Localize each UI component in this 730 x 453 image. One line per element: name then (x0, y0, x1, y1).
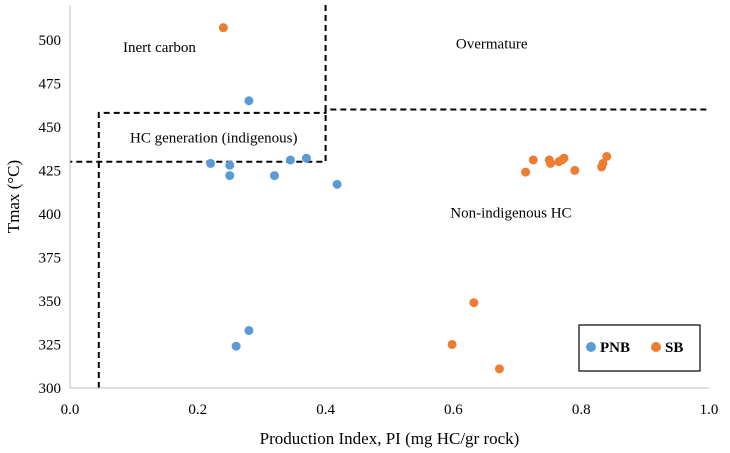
sb-point (602, 151, 612, 161)
pnb-point (225, 160, 235, 170)
sb-point (546, 158, 556, 168)
pnb-point (332, 179, 342, 189)
y-tick-label: 375 (39, 250, 62, 266)
legend-label-pnb: PNB (600, 340, 630, 356)
sb-point (494, 364, 504, 374)
sb-point (521, 167, 531, 177)
x-tick-label: 0.6 (444, 402, 463, 418)
sb-point (570, 165, 580, 175)
x-tick-label: 0.2 (188, 402, 207, 418)
pnb-point (269, 171, 279, 181)
sb-point (469, 298, 479, 308)
y-tick-label: 425 (39, 163, 62, 179)
y-axis-title: Tmax (°C) (4, 160, 23, 233)
y-tick-label: 325 (39, 337, 62, 353)
y-tick-label: 475 (39, 76, 62, 92)
sb-point (559, 153, 569, 163)
y-tick-label: 400 (39, 207, 62, 223)
region-label: Inert carbon (123, 40, 196, 56)
pnb-point (285, 155, 295, 165)
legend-label-sb: SB (665, 340, 683, 356)
data-points (206, 23, 612, 374)
region-label: Overmature (456, 37, 528, 53)
pnb-point (231, 341, 241, 351)
pnb-point (301, 153, 311, 163)
legend-box (578, 324, 701, 372)
pnb-point (244, 96, 254, 106)
pnb-point (206, 158, 216, 168)
y-tick-label: 500 (39, 33, 62, 49)
inert-carbon-boundary (70, 5, 327, 163)
region-labels: Inert carbon Overmature HC generation (ind… (123, 37, 572, 222)
x-axis-title: Production Index, PI (mg HC/gr rock) (260, 429, 520, 448)
sb-point (528, 155, 538, 165)
legend: PNB SB (578, 324, 701, 372)
axes: 0.0 0.2 0.4 0.6 0.8 1.0 300 325 350 375 400 425 450 4… (39, 5, 719, 418)
sb-point (598, 158, 608, 168)
sb-point (447, 339, 457, 349)
region-boundaries (70, 5, 709, 388)
pnb-point (225, 171, 235, 181)
legend-marker-pnb (586, 342, 596, 352)
y-tick-label: 300 (39, 381, 62, 397)
pnb-point (244, 326, 254, 336)
y-tick-label: 350 (39, 294, 62, 310)
x-tick-label: 0.8 (572, 402, 591, 418)
y-tick-label: 450 (39, 120, 62, 136)
overmature-boundary (97, 108, 709, 388)
region-label: HC generation (indigenous) (130, 131, 297, 147)
x-tick-label: 0.4 (316, 402, 335, 418)
x-tick-label: 0.0 (61, 402, 80, 418)
legend-marker-sb (651, 342, 661, 352)
region-label: Non-indigenous HC (450, 205, 571, 221)
sb-point (218, 23, 228, 33)
x-tick-label: 1.0 (700, 402, 719, 418)
